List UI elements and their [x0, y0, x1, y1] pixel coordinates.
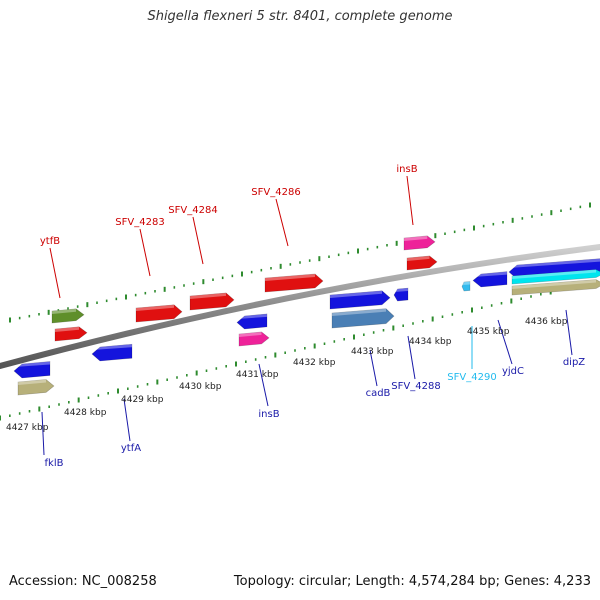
- gene-label: insB: [396, 164, 417, 175]
- scale-tick-label: 4427 kbp: [6, 423, 49, 433]
- scale-tick-label: 4436 kbp: [525, 317, 568, 327]
- gene-label: fklB: [45, 458, 64, 469]
- scale-tick-label: 4431 kbp: [236, 370, 279, 380]
- gene-label: insB: [258, 409, 279, 420]
- feature-cyan-band: [511, 269, 600, 285]
- leader-line: [123, 398, 131, 442]
- feature-insB-forward: [406, 255, 438, 271]
- leader-line: [565, 309, 573, 356]
- gene-label: yjdC: [502, 366, 524, 377]
- leader-line: [275, 198, 289, 247]
- leader-line: [369, 349, 378, 387]
- gene-label: SFV_4290: [447, 372, 496, 383]
- genome-stats-text: Topology: circular; Length: 4,574,284 bp…: [233, 574, 591, 589]
- outer-tick-track: [9, 202, 591, 323]
- gene-label: ytfA: [121, 443, 141, 454]
- gene-label: SFV_4286: [251, 187, 300, 198]
- scale-tick-label: 4428 kbp: [64, 408, 107, 418]
- scale-tick-label: 4430 kbp: [179, 382, 222, 392]
- label-leaders: [41, 175, 573, 456]
- leader-line: [49, 247, 61, 299]
- feature-SFV_4284: [189, 292, 235, 311]
- feature-olive-block: [51, 308, 85, 324]
- feature-SFV_4286: [264, 273, 324, 293]
- feature-khaki-band: [511, 279, 600, 296]
- scale-tick-label: 4435 kbp: [467, 327, 510, 337]
- leader-line: [497, 319, 513, 365]
- scale-tick-label: 4433 kbp: [351, 347, 394, 357]
- scale-tick-label: 4434 kbp: [409, 337, 452, 347]
- scale-tick-label: 4432 kbp: [293, 358, 336, 368]
- feature-khaki-block: [17, 379, 55, 396]
- gene-label: SFV_4284: [168, 205, 217, 216]
- gene-label: ytfB: [40, 236, 60, 247]
- feature-cadB-steel: [331, 308, 395, 329]
- leader-line: [406, 175, 414, 226]
- gene-label: SFV_4288: [391, 381, 440, 392]
- leader-line: [258, 363, 269, 407]
- gene-label: SFV_4283: [115, 217, 164, 228]
- leader-line: [192, 216, 204, 265]
- feature-yjdC: [472, 271, 508, 288]
- genome-backbone: [0, 244, 600, 369]
- feature-SFV_4290: [461, 281, 471, 292]
- gene-features: [13, 235, 600, 396]
- gene-label: dipZ: [563, 357, 585, 368]
- feature-ytfA: [91, 343, 133, 362]
- scale-tick-label: 4429 kbp: [121, 395, 164, 405]
- feature-fklB: [13, 361, 51, 379]
- feature-insB-reverse-pink: [238, 331, 270, 347]
- leader-line: [407, 335, 416, 380]
- feature-insB-forward-pink: [403, 235, 436, 251]
- feature-SFV_4283: [135, 304, 183, 323]
- scale-tick-labels: 4427 kbp 4428 kbp 4429 kbp 4430 kbp 4431 kbp…: [6, 317, 568, 433]
- feature-insB-reverse: [236, 313, 268, 330]
- gene-label: cadB: [366, 388, 391, 399]
- inner-tick-track: [0, 280, 591, 421]
- leader-line: [139, 228, 151, 277]
- feature-cadB: [329, 290, 391, 310]
- map-title: Shigella flexneri 5 str. 8401, complete …: [147, 9, 453, 24]
- feature-ytfB: [54, 326, 88, 342]
- feature-SFV_4288: [393, 287, 409, 302]
- leader-line: [41, 411, 45, 456]
- gene-labels: ytfB SFV_4283 SFV_4284 SFV_4286 insB fklB ytfA…: [40, 164, 585, 469]
- accession-text: Accession: NC_008258: [9, 574, 157, 589]
